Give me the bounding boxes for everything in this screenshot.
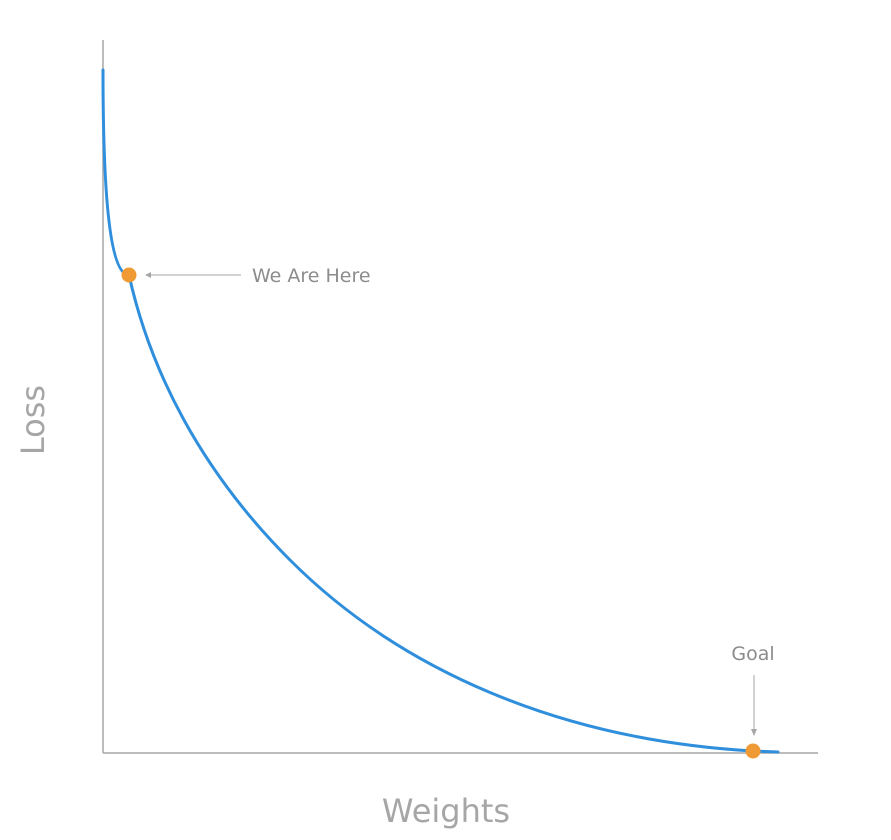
loss-curve (101, 68, 780, 754)
y-axis-label: Loss (14, 385, 52, 455)
goal-label: Goal (731, 643, 774, 665)
x-axis-label: Weights (382, 792, 510, 830)
goal-marker (745, 743, 761, 759)
goal-arrowhead (751, 729, 757, 736)
current-position-arrowhead (145, 272, 151, 278)
current-position-marker (121, 267, 137, 283)
current-position-label: We Are Here (252, 265, 371, 287)
